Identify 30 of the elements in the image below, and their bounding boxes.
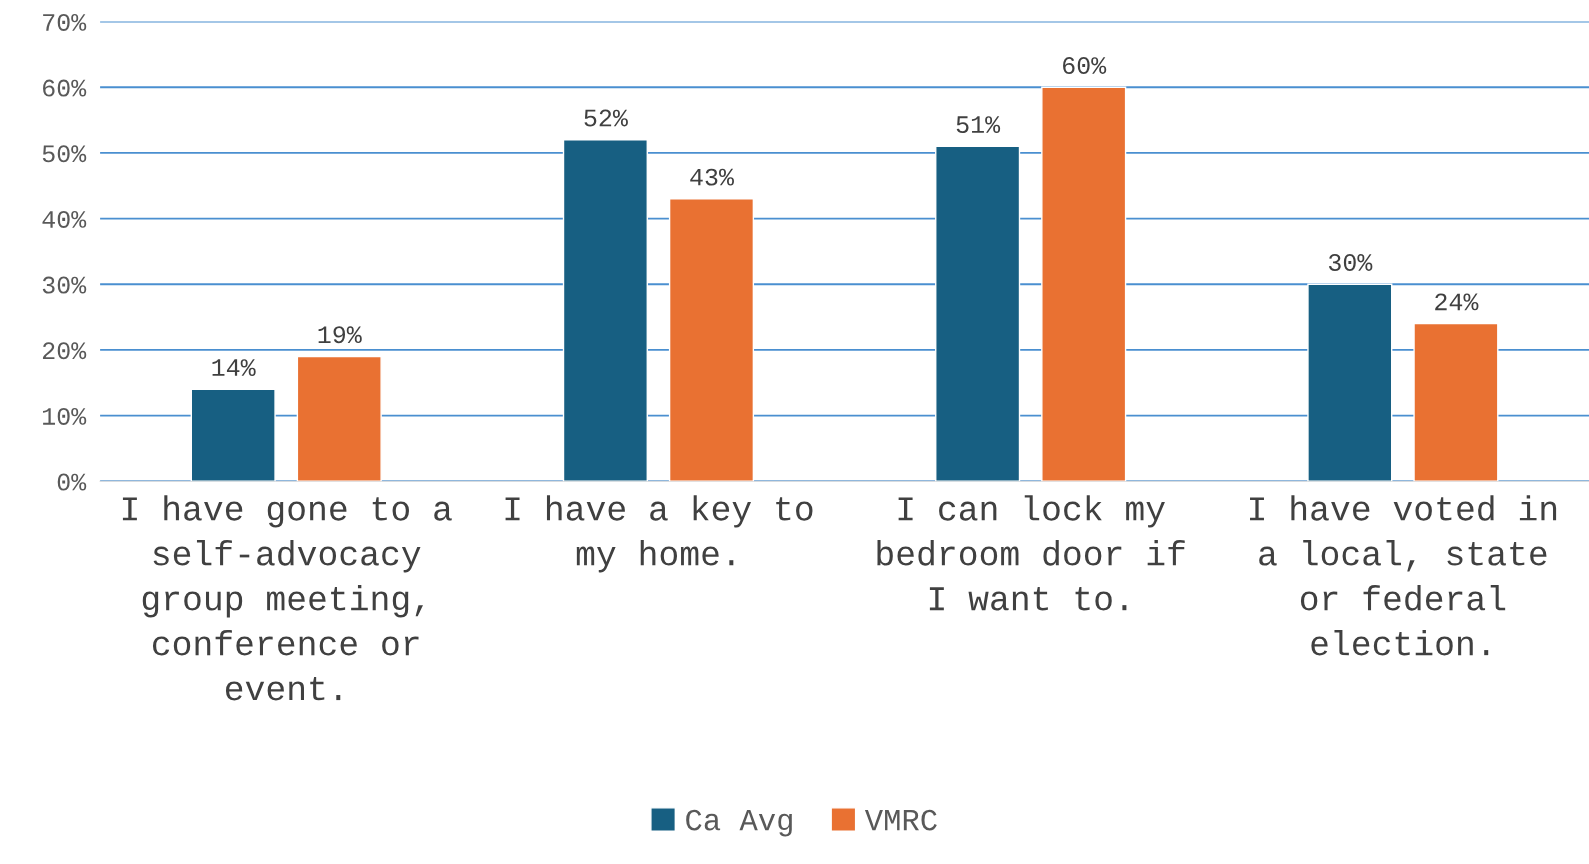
data-label: 60%: [1063, 57, 1107, 74]
bar: [296, 355, 382, 482]
bar: [935, 145, 1021, 482]
bar: [1413, 322, 1499, 482]
x-tick-label: I have a key to my home.: [505, 495, 813, 573]
y-tick-label: 10%: [43, 407, 87, 425]
data-label: 14%: [212, 359, 256, 376]
x-tick-label: I can lock my bedroom door if I want to.: [877, 495, 1185, 611]
bar: [668, 198, 755, 482]
x-tick-label: I have gone to a self-advocacy group meeting, conference or event.: [122, 495, 452, 701]
bar: [1307, 283, 1393, 482]
y-tick-label: 0%: [57, 473, 87, 491]
bar: [190, 388, 276, 482]
legend-label: Ca Avg: [686, 809, 792, 837]
data-label: 52%: [584, 109, 628, 127]
legend-label: VMRC: [864, 809, 937, 831]
data-label: 30%: [1328, 254, 1373, 271]
y-tick-label: 60%: [43, 79, 87, 97]
data-label: 43%: [690, 168, 734, 186]
bar: [562, 139, 648, 482]
data-label: 51%: [956, 116, 1001, 134]
y-tick-label: 40%: [42, 210, 87, 228]
data-label: 24%: [1435, 293, 1479, 311]
y-tick-label: 70%: [43, 13, 87, 31]
y-tick-label: 50%: [42, 145, 87, 163]
x-tick-label: I have voted in a local, state or federal election.: [1250, 495, 1557, 656]
data-label: 19%: [318, 326, 362, 344]
bar: [1041, 86, 1127, 482]
y-tick-label: 20%: [42, 342, 87, 360]
y-tick-label: 30%: [42, 276, 87, 294]
